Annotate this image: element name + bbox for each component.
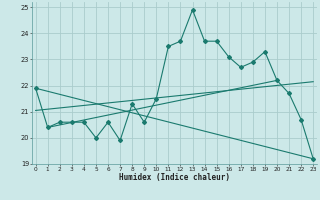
X-axis label: Humidex (Indice chaleur): Humidex (Indice chaleur)	[119, 173, 230, 182]
